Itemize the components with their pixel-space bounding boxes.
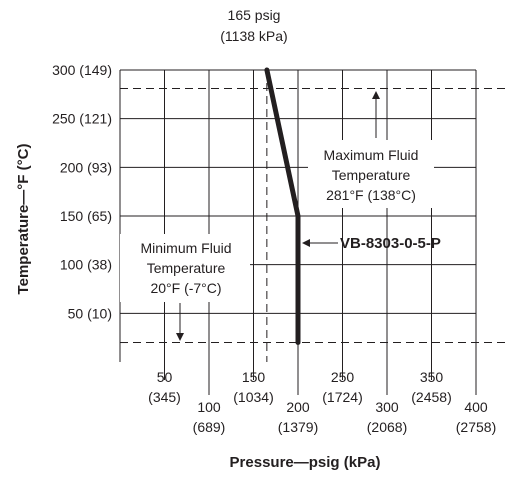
series-point-0-1 <box>296 214 300 218</box>
reference-lines <box>120 70 510 362</box>
x-axis-title: Pressure—psig (kPa) <box>230 454 381 471</box>
x-tick-label-kpa-100: (689) <box>193 419 226 435</box>
x-tick-label-kpa-150: (1034) <box>233 389 273 405</box>
max-fluid-annotation-box: Maximum Fluid Temperature 281°F (138°C) <box>308 140 434 208</box>
x-tick-label-kpa-300: (2068) <box>367 419 407 435</box>
x-tick-label-kpa-200: (1379) <box>278 419 318 435</box>
x-tick-label-kpa-250: (1724) <box>322 389 362 405</box>
y-tick-label-200: 200 (93) <box>60 159 112 175</box>
max-fluid-annotation-line1: Maximum Fluid <box>324 147 419 163</box>
y-tick-label-300: 300 (149) <box>52 62 112 78</box>
x-tick-label-300: 300 <box>375 399 399 415</box>
series-layer <box>264 67 301 345</box>
x-tick-label-250: 250 <box>331 369 355 385</box>
y-tick-label-100: 100 (38) <box>60 257 112 273</box>
y-axis-title: Temperature—°F (°C) <box>15 144 32 295</box>
series-label: VB-8303-0-5-P <box>340 235 441 252</box>
tick-labels: 50 (10) 100 (38) 150 (65) 200 (93) 250 (121)… <box>52 62 496 435</box>
x-tick-label-kpa-400: (2758) <box>456 419 496 435</box>
min-fluid-arrow-head <box>176 333 184 341</box>
min-fluid-annotation-box: Minimum Fluid Temperature 20°F (-7°C) <box>120 234 250 302</box>
pressure-limit-annotation-line1: 165 psig <box>228 7 281 23</box>
x-tick-label-350: 350 <box>420 369 444 385</box>
x-tick-label-50: 50 <box>157 369 173 385</box>
x-tick-label-150: 150 <box>242 369 266 385</box>
y-tick-label-250: 250 (121) <box>52 111 112 127</box>
y-tick-label-50: 50 (10) <box>68 305 112 321</box>
series-point-0-2 <box>296 341 300 345</box>
min-fluid-annotation-line1: Minimum Fluid <box>140 240 231 256</box>
min-fluid-annotation-line2: Temperature <box>147 260 226 276</box>
series-line-0 <box>264 67 301 345</box>
x-tick-label-400: 400 <box>464 399 488 415</box>
series-label-arrow-head <box>302 239 310 247</box>
max-fluid-annotation-line2: Temperature <box>332 167 411 183</box>
x-tick-label-100: 100 <box>197 399 221 415</box>
y-tick-label-150: 150 (65) <box>60 208 112 224</box>
x-tick-label-kpa-350: (2458) <box>411 389 451 405</box>
x-tick-label-200: 200 <box>286 399 310 415</box>
max-fluid-arrow-head <box>372 91 380 99</box>
min-fluid-annotation-line3: 20°F (-7°C) <box>150 280 221 296</box>
max-fluid-annotation-line3: 281°F (138°C) <box>326 187 416 203</box>
pressure-limit-annotation-line2: (1138 kPa) <box>220 28 287 44</box>
series-point-0-0 <box>265 68 269 72</box>
x-tick-label-kpa-50: (345) <box>148 389 181 405</box>
